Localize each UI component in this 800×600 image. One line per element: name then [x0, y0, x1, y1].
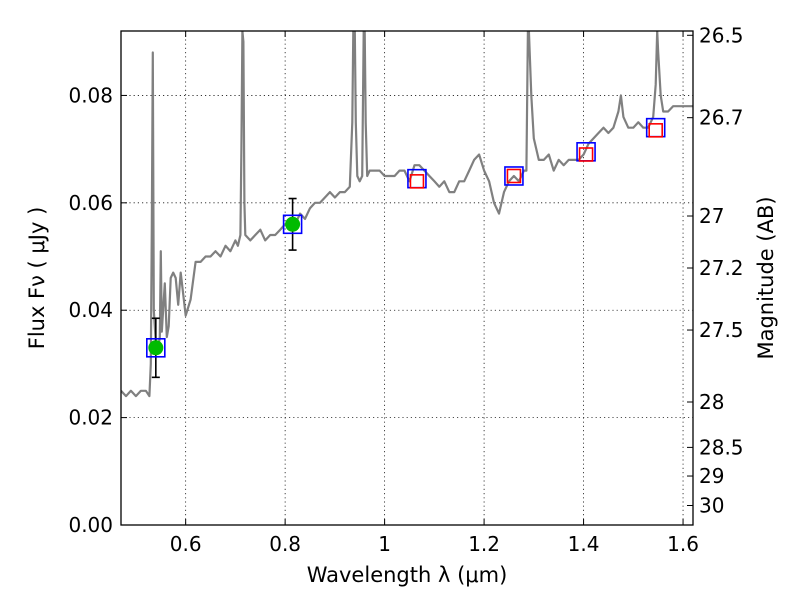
x-tick-label: 1.2 [468, 532, 500, 556]
model-photometry-point [146, 338, 166, 358]
plot-frame [120, 30, 694, 526]
spectrum-line [121, 31, 693, 398]
upper-limit-point [648, 123, 663, 138]
x-axis-label: Wavelength λ (μm) [307, 563, 508, 587]
y-tick-label: 0.04 [68, 298, 113, 322]
x-tick-label: 0.6 [170, 532, 202, 556]
mag-tick-label: 26.5 [699, 23, 744, 47]
x-tick-label: 1.6 [667, 532, 699, 556]
model-photometry-point [282, 214, 303, 235]
upper-limit-point [409, 174, 425, 189]
y-tick-label: 0.00 [68, 513, 113, 537]
ticks: 0.6 0.8 1 1.2 1.4 1.6 0.00 0.02 0.04 0.06 0.08 26.5… [68, 23, 743, 556]
y-axis-right-label: Magnitude (AB) [754, 196, 778, 359]
x-tick-label: 1.4 [568, 532, 600, 556]
mag-tick-label: 27 [699, 204, 724, 228]
mag-tick-label: 27.2 [699, 256, 744, 280]
marker-layer [146, 117, 666, 379]
upper-limit-point [506, 168, 522, 184]
plot-background [121, 31, 693, 525]
mag-tick-label: 28.5 [699, 435, 744, 459]
mag-tick-label: 27.5 [699, 318, 744, 342]
y-tick-label: 0.02 [68, 406, 113, 430]
observed-point [285, 216, 301, 232]
upper-limit-point [578, 147, 594, 162]
data-layer [121, 31, 693, 398]
x-tick-label: 0.8 [269, 532, 301, 556]
mag-tick-label: 30 [699, 494, 724, 518]
grid [121, 31, 693, 525]
x-tick-label: 1 [378, 532, 391, 556]
observed-point [148, 340, 164, 356]
y-tick-label: 0.06 [68, 191, 113, 215]
mag-tick-label: 29 [699, 464, 724, 488]
y-tick-label: 0.08 [68, 83, 113, 107]
model-photometry-point [504, 166, 524, 186]
y-axis-label: Flux Fν ( μJy ) [25, 207, 49, 350]
mag-tick-label: 28 [699, 390, 724, 414]
mag-tick-label: 26.7 [699, 106, 744, 130]
